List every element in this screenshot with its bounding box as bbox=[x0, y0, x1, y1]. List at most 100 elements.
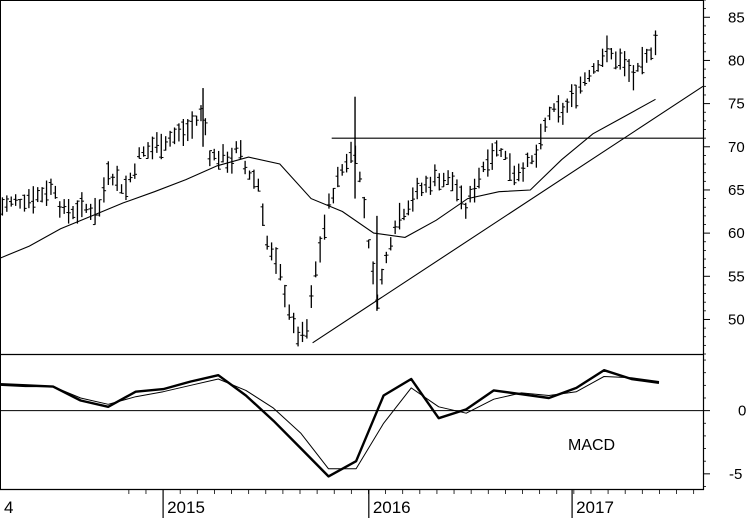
price-bar bbox=[189, 111, 195, 139]
price-bar bbox=[454, 179, 460, 202]
price-bar bbox=[216, 150, 221, 170]
price-bar bbox=[397, 202, 402, 230]
price-bar bbox=[507, 153, 513, 181]
price-bar bbox=[503, 150, 508, 160]
price-bar bbox=[653, 30, 658, 56]
price-bar bbox=[644, 48, 649, 63]
price-bar bbox=[176, 123, 182, 142]
price-bar bbox=[648, 47, 654, 61]
year-tick-label: 4 bbox=[4, 498, 13, 517]
price-bar bbox=[560, 102, 566, 125]
price-bar bbox=[57, 201, 62, 218]
price-bar bbox=[287, 304, 292, 320]
price-bar bbox=[22, 194, 27, 212]
price-bar bbox=[362, 196, 367, 219]
price-tick-label: 75 bbox=[728, 96, 745, 113]
price-bar bbox=[432, 164, 438, 187]
price-bar bbox=[123, 175, 129, 201]
moving-average-line bbox=[0, 98, 656, 259]
price-bar bbox=[273, 247, 279, 274]
price-bar bbox=[463, 202, 468, 219]
year-tick-label: 2017 bbox=[576, 498, 614, 517]
price-bar bbox=[282, 284, 288, 308]
price-bar bbox=[53, 185, 58, 199]
price-bar bbox=[234, 141, 239, 154]
price-bar bbox=[415, 177, 420, 200]
price-bar bbox=[485, 149, 491, 177]
price-bar bbox=[48, 178, 54, 195]
price-bar bbox=[609, 47, 614, 60]
price-bar bbox=[331, 187, 336, 204]
price-bar bbox=[618, 48, 623, 70]
price-bar bbox=[640, 46, 645, 75]
price-bar bbox=[370, 261, 376, 285]
macd-axis: -5 0 bbox=[703, 359, 746, 487]
price-bar bbox=[264, 235, 270, 250]
price-tick-label: 80 bbox=[728, 52, 745, 69]
price-bar bbox=[61, 199, 67, 214]
price-bar bbox=[92, 197, 98, 226]
price-bar bbox=[207, 150, 213, 167]
price-bar bbox=[88, 203, 93, 220]
price-bar bbox=[150, 136, 155, 160]
price-bar bbox=[401, 208, 407, 221]
price-bar bbox=[313, 261, 318, 278]
price-bar bbox=[428, 176, 433, 195]
price-bar bbox=[490, 143, 495, 170]
price-bar bbox=[172, 127, 177, 145]
price-bar bbox=[159, 133, 164, 160]
price-bar bbox=[613, 51, 618, 70]
price-bar bbox=[39, 187, 45, 203]
price-bar bbox=[13, 194, 18, 206]
price-bar bbox=[423, 175, 429, 193]
price-bar bbox=[379, 268, 385, 285]
price-bar bbox=[295, 326, 301, 347]
price-bar bbox=[167, 130, 173, 147]
price-bar bbox=[212, 148, 217, 161]
price-bar bbox=[494, 140, 499, 157]
price-bar bbox=[309, 285, 314, 308]
price-bar bbox=[242, 160, 248, 175]
price-bar bbox=[600, 48, 605, 67]
price-bar bbox=[565, 98, 570, 113]
price-bar bbox=[203, 118, 208, 136]
price-bar bbox=[256, 178, 261, 192]
price-bar bbox=[631, 65, 636, 91]
price-bar bbox=[247, 170, 252, 180]
price-bar bbox=[357, 171, 363, 183]
macd-panel bbox=[0, 369, 703, 478]
price-bar bbox=[35, 187, 40, 203]
price-axis: 50 55 60 65 70 75 80 85 bbox=[703, 0, 745, 355]
price-bar bbox=[450, 172, 455, 192]
price-bar bbox=[229, 147, 235, 174]
price-bar bbox=[626, 59, 632, 82]
price-bar bbox=[556, 95, 561, 123]
price-bar bbox=[322, 214, 327, 240]
price-bar bbox=[132, 163, 137, 179]
price-bar bbox=[538, 123, 543, 150]
price-bar bbox=[291, 312, 296, 334]
price-bar bbox=[520, 162, 526, 182]
price-bar bbox=[163, 136, 168, 151]
macd-signal-line bbox=[0, 376, 660, 470]
price-bar bbox=[525, 152, 530, 168]
price-bar bbox=[534, 144, 539, 168]
price-bar bbox=[145, 142, 151, 159]
price-bar bbox=[437, 173, 442, 191]
price-bar bbox=[542, 117, 548, 132]
price-bar bbox=[317, 236, 323, 263]
price-bar bbox=[269, 242, 274, 261]
price-bar bbox=[441, 172, 446, 188]
price-bar bbox=[154, 132, 160, 153]
price-bar bbox=[66, 199, 71, 224]
price-bar bbox=[472, 178, 477, 203]
price-bar bbox=[410, 187, 416, 212]
price-bar bbox=[141, 146, 146, 157]
price-bar bbox=[582, 72, 588, 86]
price-bar bbox=[185, 119, 190, 142]
price-bar bbox=[75, 200, 80, 224]
price-bar bbox=[419, 182, 424, 197]
price-bar bbox=[31, 186, 36, 214]
price-bar bbox=[348, 141, 354, 164]
